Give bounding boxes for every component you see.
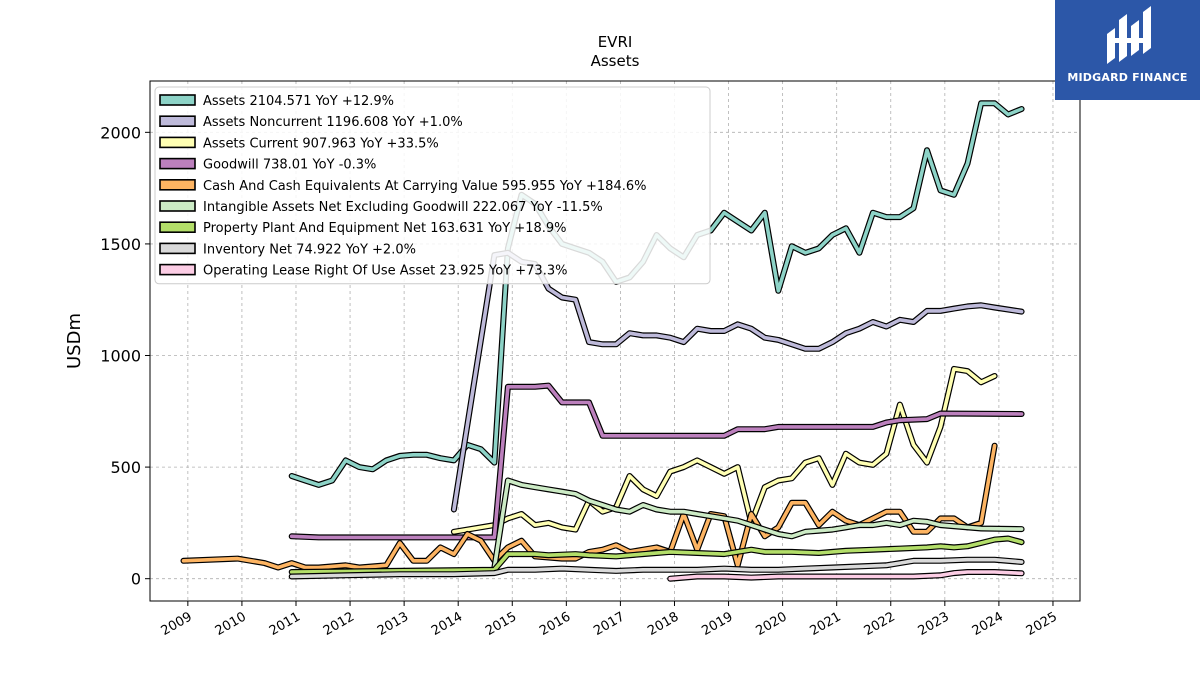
x-tick-label: 2020	[753, 609, 789, 639]
legend-label: Assets Current 907.963 YoY +33.5%	[203, 136, 439, 151]
chart-subtitle: Assets	[590, 52, 640, 70]
legend-label: Cash And Cash Equivalents At Carrying Va…	[203, 179, 646, 194]
legend-swatch	[159, 94, 196, 106]
legend: Assets 2104.571 YoY +12.9% Assets Noncurr…	[154, 86, 711, 285]
x-tick-label: 2024	[970, 609, 1006, 639]
legend-swatch	[159, 157, 196, 170]
series-stroke	[289, 536, 1024, 574]
y-tick-label: 0	[131, 570, 141, 589]
legend-swatch	[159, 136, 196, 149]
y-tick-label: 500	[110, 458, 141, 477]
brand-name: MIDGARD FINANCE	[1067, 71, 1188, 84]
x-tick-label: 2015	[483, 609, 519, 639]
y-tick-label: 2000	[100, 123, 141, 142]
chart-title: EVRI	[597, 33, 633, 51]
legend-label: Assets 2104.571 YoY +12.9%	[203, 94, 394, 109]
x-tick-label: 2021	[808, 609, 844, 639]
series-stroke	[289, 557, 1024, 579]
legend-swatch	[159, 221, 196, 233]
x-tick-label: 2023	[916, 609, 952, 639]
x-tick-label: 2009	[159, 609, 195, 639]
x-tick-label: 2014	[429, 609, 465, 639]
legend-label: Intangible Assets Net Excluding Goodwill…	[203, 200, 603, 215]
legend-label: Assets Noncurrent 1196.608 YoY +1.0%	[203, 115, 463, 130]
legend-swatch	[159, 115, 196, 127]
legend-label: Goodwill 738.01 YoY -0.3%	[203, 158, 376, 173]
legend-label: Operating Lease Right Of Use Asset 23.92…	[203, 264, 567, 279]
x-tick-label: 2019	[699, 609, 735, 639]
legend-swatch	[159, 179, 196, 191]
x-tick-label: 2010	[213, 609, 249, 639]
legend-swatch	[159, 263, 196, 276]
x-tick-label: 2017	[591, 609, 627, 639]
plot-frame	[149, 80, 1081, 602]
brand-mark-icon	[1107, 6, 1151, 64]
series-line-2	[450, 249, 1025, 513]
brand-logo: MIDGARD FINANCE	[1055, 0, 1200, 100]
x-tick-label: 2016	[537, 609, 573, 639]
x-tick-label: 2012	[321, 609, 357, 639]
series-stroke	[668, 570, 1024, 581]
y-tick-label: 1000	[100, 347, 141, 366]
series-line-7	[288, 535, 1025, 575]
legend-swatch	[159, 200, 196, 212]
series-line-8	[288, 556, 1025, 580]
legend-swatch	[159, 242, 196, 255]
x-tick-label: 2013	[375, 609, 411, 639]
series-outline	[450, 365, 998, 535]
legend-label: Inventory Net 74.922 YoY +2.0%	[203, 242, 416, 257]
series-stroke	[181, 443, 997, 570]
series-stroke	[452, 367, 997, 534]
legend-box	[154, 86, 711, 285]
series-line-3	[450, 365, 998, 535]
x-tick-label: 2018	[645, 609, 681, 639]
series-stroke	[289, 383, 1024, 540]
y-axis-label: USDm	[64, 313, 85, 369]
x-tick-label: 2022	[862, 609, 898, 639]
y-axis-ticks: 0 500 1000 1500 2000	[100, 123, 150, 589]
series-line-6	[491, 477, 1025, 571]
x-tick-label: 2011	[267, 609, 303, 639]
legend-label: Property Plant And Equipment Net 163.631…	[203, 221, 567, 236]
series-line-5	[180, 442, 998, 571]
series-line-4	[288, 382, 1025, 541]
series-stroke	[452, 251, 1024, 512]
x-tick-label: 2025	[1024, 609, 1060, 639]
series-stroke	[492, 478, 1024, 570]
series-line-9	[667, 569, 1025, 582]
y-tick-label: 1500	[100, 235, 141, 254]
series-outline	[288, 382, 1025, 541]
x-axis-ticks: 2009 2010 2011 2012 2013 2014 2015 2016 2017 2018…	[159, 601, 1060, 639]
